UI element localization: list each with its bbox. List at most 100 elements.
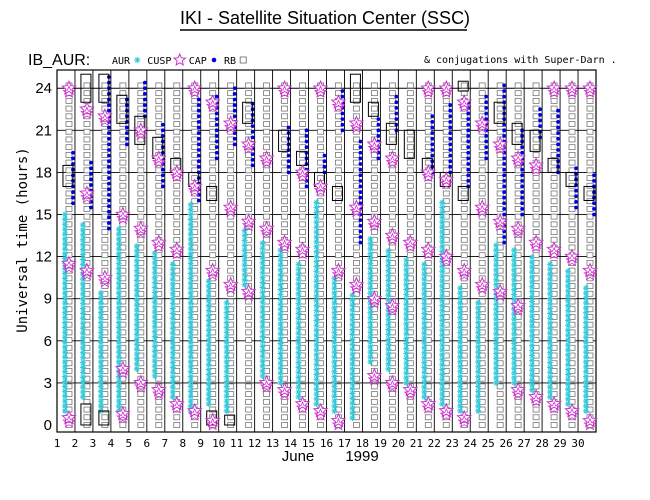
aur-marker (367, 314, 374, 321)
x-tick-label: 22 (428, 437, 441, 450)
cap-marker (358, 240, 363, 245)
aur-marker (79, 222, 86, 229)
rb-marker (442, 267, 450, 274)
rb-marker (227, 136, 235, 143)
rb-marker (263, 422, 271, 428)
rb-marker (137, 136, 145, 143)
conjugation-box (367, 101, 379, 117)
rb-marker (281, 398, 288, 405)
aur-marker (295, 334, 302, 341)
rb-marker (209, 213, 217, 220)
rb-marker (281, 229, 288, 235)
rb-marker (550, 383, 558, 390)
aur-marker (223, 324, 230, 331)
cusp-marker (132, 121, 149, 138)
x-tick-label: 10 (212, 437, 225, 450)
rb-marker (173, 105, 181, 112)
aur-marker (277, 291, 284, 298)
rb-marker (65, 175, 73, 181)
cusp-marker (420, 395, 437, 411)
rb-marker (478, 422, 486, 428)
aur-marker (205, 312, 212, 319)
aur-marker (187, 393, 194, 400)
rb-marker (568, 190, 576, 197)
rb-marker (299, 275, 306, 282)
rb-marker (496, 260, 504, 266)
cusp-marker (367, 218, 382, 232)
rb-marker (335, 221, 342, 228)
rb-marker (155, 221, 163, 228)
aur-marker (169, 276, 176, 283)
rb-marker (496, 383, 504, 390)
rb-marker (478, 337, 486, 343)
aur-marker (493, 242, 500, 249)
cusp-marker (529, 239, 543, 253)
rb-marker (496, 406, 504, 413)
rb-marker (155, 375, 163, 382)
rb-marker (442, 128, 450, 135)
legend-label: RB (224, 56, 236, 67)
cap-marker (107, 170, 111, 175)
rb-marker (209, 236, 217, 243)
rb-marker (101, 167, 109, 174)
cusp-marker (313, 85, 328, 98)
rb-marker (550, 105, 558, 112)
cap-marker (107, 198, 111, 203)
cap-marker (214, 111, 219, 116)
rb-marker (353, 314, 360, 320)
aur-marker (259, 264, 266, 271)
rb-marker (353, 136, 360, 143)
rb-marker (388, 360, 396, 367)
aur-marker (97, 334, 104, 341)
aur-marker (331, 368, 338, 375)
cusp-marker (241, 141, 256, 155)
rb-marker (460, 136, 468, 143)
aur-marker (331, 285, 338, 292)
rb-marker (83, 151, 91, 158)
aur-marker (547, 330, 554, 337)
rb-marker (353, 229, 360, 235)
rb-marker (281, 105, 288, 112)
aur-marker (421, 271, 428, 278)
aur-marker (475, 324, 482, 331)
rb-marker (370, 175, 378, 181)
aur-marker (313, 327, 320, 334)
cap-marker (574, 194, 578, 199)
aur-marker (61, 388, 68, 395)
legend-item-rb: RB (224, 56, 247, 67)
aur-marker (115, 334, 122, 341)
aur-marker (295, 344, 302, 351)
rb-marker (460, 159, 468, 166)
cusp-marker (475, 120, 489, 134)
aur-marker (439, 233, 446, 240)
x-tick-label: 4 (108, 437, 115, 450)
rb-marker (568, 159, 576, 166)
rb-marker (406, 229, 414, 235)
rb-marker (227, 82, 235, 89)
rb-marker (406, 144, 414, 151)
rb-marker (370, 151, 378, 158)
rb-marker (263, 206, 271, 212)
rb-marker (550, 306, 558, 313)
cap-marker (484, 100, 489, 105)
rb-marker (209, 159, 217, 166)
rb-marker (442, 136, 450, 143)
aur-marker (385, 272, 392, 279)
aur-marker (439, 376, 446, 383)
cap-marker (502, 134, 507, 138)
cap-marker (71, 195, 75, 200)
cusp-marker (403, 239, 417, 253)
conjugation-box (206, 185, 218, 201)
rb-marker (299, 190, 306, 197)
aur-marker (331, 373, 338, 380)
rb-marker (209, 136, 217, 143)
cap-marker (574, 205, 578, 210)
aur-marker (61, 368, 68, 375)
rb-marker (299, 97, 306, 104)
legend-item-cusp: CUSP (147, 52, 187, 67)
aur-marker (313, 204, 320, 211)
aur-marker (457, 403, 464, 410)
cusp-marker (168, 164, 185, 180)
aur-marker (529, 293, 536, 300)
cap-marker (232, 114, 237, 119)
